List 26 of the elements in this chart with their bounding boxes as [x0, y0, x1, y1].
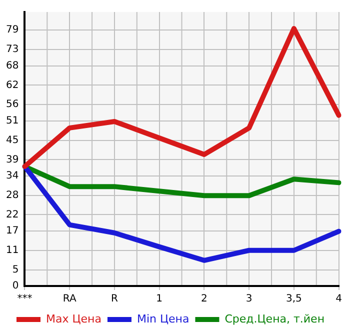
y-tick-label: 34 — [6, 170, 19, 182]
y-tick-label: 17 — [6, 226, 19, 237]
y-tick-label: 73 — [6, 44, 19, 56]
y-tick-label: 62 — [6, 80, 19, 91]
y-tick-label: 68 — [6, 60, 19, 72]
legend-label: Max Цена — [46, 312, 102, 326]
y-tick-label: 0 — [12, 280, 19, 292]
y-tick-label: 51 — [6, 115, 19, 126]
x-tick-label: 3,5 — [286, 294, 302, 305]
y-tick-label: 45 — [6, 134, 19, 146]
legend-label: Min Цена — [136, 312, 190, 326]
y-tick-label: 39 — [6, 154, 19, 166]
y-tick-label: 56 — [6, 99, 19, 110]
y-tick-label: 22 — [6, 209, 19, 220]
x-tick-label: R — [110, 294, 118, 305]
x-tick-label: RA — [62, 294, 76, 305]
y-tick-label: 28 — [6, 190, 19, 201]
x-tick-label: 4 — [336, 294, 342, 305]
legend-label: Сред.Цена, т.йен — [224, 312, 325, 326]
y-tick-label: 5 — [12, 264, 19, 276]
x-tick-label: 3 — [246, 294, 252, 305]
y-tick-label: 79 — [6, 24, 19, 36]
y-tick-label: 11 — [6, 244, 19, 256]
x-tick-label: 1 — [156, 294, 163, 305]
x-tick-label: 2 — [201, 294, 208, 305]
x-tick-label: *** — [17, 294, 32, 305]
